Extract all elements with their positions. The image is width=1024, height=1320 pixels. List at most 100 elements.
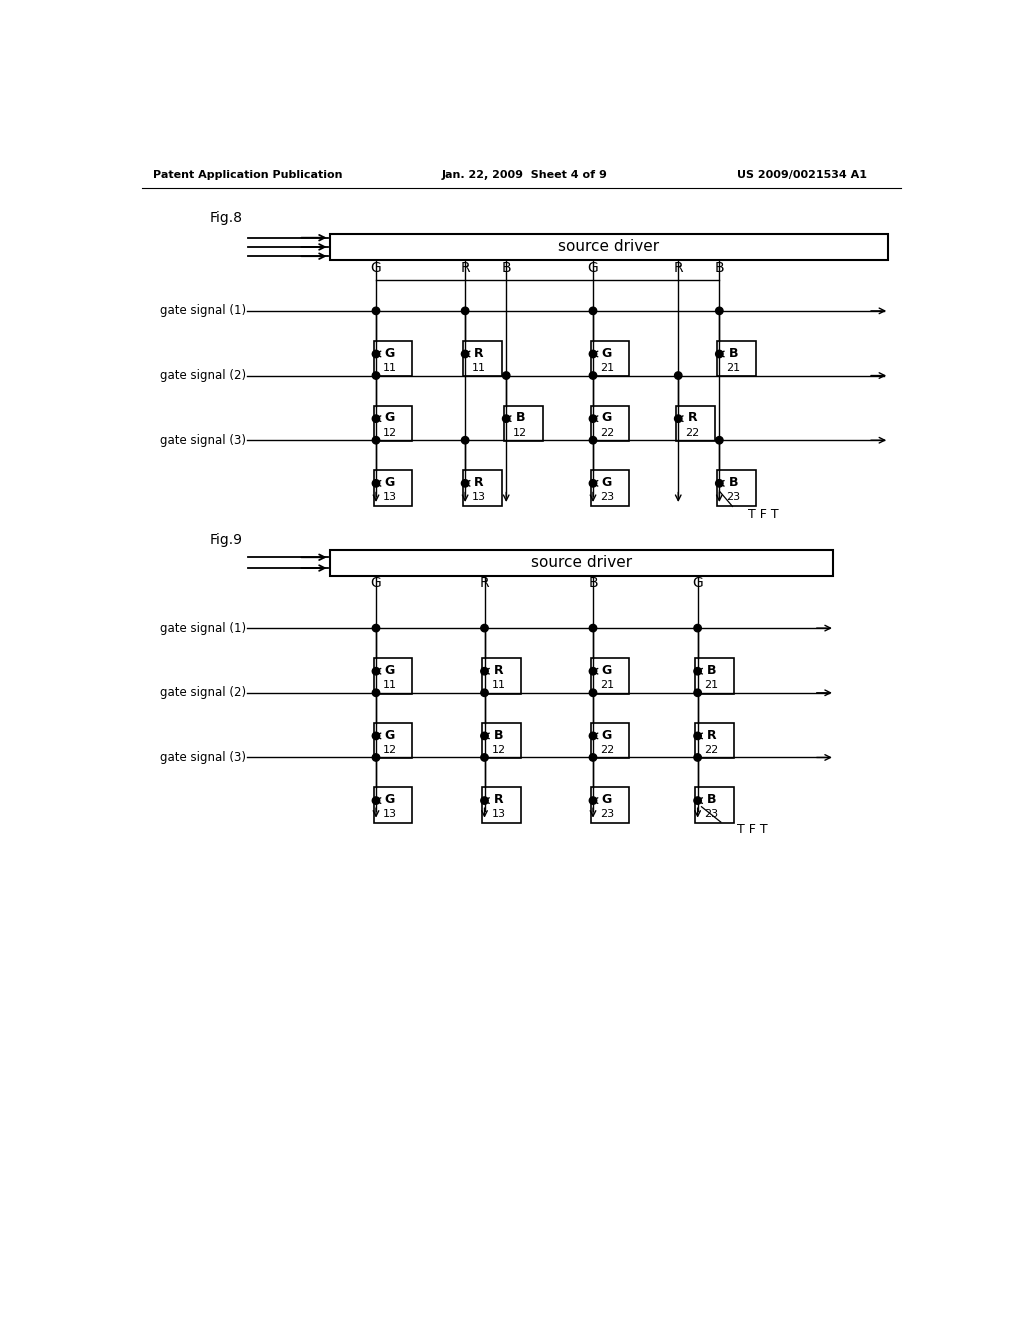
Circle shape [373, 668, 380, 675]
Circle shape [589, 797, 597, 804]
Circle shape [694, 797, 701, 804]
Text: 13: 13 [472, 492, 486, 502]
Text: B: B [707, 793, 717, 807]
Circle shape [462, 437, 469, 444]
Bar [374, 470, 413, 506]
Text: R: R [674, 261, 683, 275]
Circle shape [373, 624, 380, 632]
Circle shape [481, 733, 488, 739]
Circle shape [716, 437, 723, 444]
Text: B: B [715, 261, 724, 275]
Bar [482, 723, 521, 758]
Circle shape [373, 414, 380, 422]
Text: 12: 12 [492, 744, 506, 755]
Circle shape [716, 308, 723, 314]
Text: 13: 13 [383, 809, 397, 820]
Circle shape [462, 308, 469, 314]
Text: R: R [494, 793, 503, 807]
Text: B: B [515, 412, 525, 425]
Bar [374, 788, 413, 822]
Text: 21: 21 [705, 680, 719, 690]
Circle shape [481, 754, 488, 762]
Circle shape [589, 668, 597, 675]
Bar [504, 405, 543, 441]
Circle shape [589, 308, 597, 314]
Text: B: B [707, 664, 717, 677]
Text: T F T: T F T [736, 824, 767, 837]
Text: B: B [728, 347, 738, 360]
Bar [591, 788, 630, 822]
Text: 13: 13 [492, 809, 506, 820]
Circle shape [694, 733, 701, 739]
Circle shape [481, 668, 488, 675]
Text: R: R [479, 577, 489, 590]
Circle shape [589, 733, 597, 739]
Text: 23: 23 [600, 809, 614, 820]
Text: 21: 21 [600, 363, 614, 372]
Text: Jan. 22, 2009  Sheet 4 of 9: Jan. 22, 2009 Sheet 4 of 9 [442, 170, 607, 181]
Text: gate signal (1): gate signal (1) [160, 622, 246, 635]
Circle shape [716, 479, 723, 487]
Text: 11: 11 [383, 680, 397, 690]
Circle shape [589, 372, 597, 379]
Text: 22: 22 [600, 744, 614, 755]
Text: G: G [371, 261, 381, 275]
Circle shape [373, 689, 380, 697]
Text: 23: 23 [600, 492, 614, 502]
Text: G: G [385, 347, 395, 360]
Bar [695, 788, 734, 822]
Text: B: B [728, 477, 738, 490]
Circle shape [503, 372, 510, 379]
Bar [374, 405, 413, 441]
Text: B: B [588, 577, 598, 590]
Text: gate signal (3): gate signal (3) [160, 434, 246, 446]
Bar [591, 341, 630, 376]
Bar [463, 470, 502, 506]
Text: G: G [602, 664, 612, 677]
Text: 23: 23 [705, 809, 719, 820]
Circle shape [373, 437, 380, 444]
Text: G: G [588, 261, 598, 275]
Bar [482, 788, 521, 822]
Circle shape [462, 350, 469, 358]
Bar [591, 470, 630, 506]
Bar [695, 659, 734, 693]
Text: 13: 13 [383, 492, 397, 502]
Circle shape [589, 689, 597, 697]
Text: R: R [687, 412, 697, 425]
Circle shape [694, 668, 701, 675]
Circle shape [675, 372, 682, 379]
Text: 12: 12 [383, 744, 397, 755]
Text: gate signal (1): gate signal (1) [160, 305, 246, 317]
Text: source driver: source driver [530, 556, 632, 570]
Circle shape [589, 754, 597, 762]
Text: 11: 11 [472, 363, 486, 372]
Circle shape [694, 754, 701, 762]
Text: R: R [474, 477, 484, 490]
Circle shape [716, 350, 723, 358]
Text: B: B [494, 729, 503, 742]
Text: B: B [502, 261, 511, 275]
Bar [591, 723, 630, 758]
Text: source driver: source driver [558, 239, 659, 255]
Text: 22: 22 [685, 428, 699, 437]
Text: R: R [474, 347, 484, 360]
Circle shape [589, 624, 597, 632]
Circle shape [589, 414, 597, 422]
Bar [374, 341, 413, 376]
Circle shape [503, 414, 510, 422]
Bar [374, 659, 413, 693]
Circle shape [589, 437, 597, 444]
Circle shape [481, 797, 488, 804]
Bar [463, 341, 502, 376]
Text: Fig.8: Fig.8 [209, 211, 243, 226]
Text: gate signal (2): gate signal (2) [160, 686, 246, 700]
Text: G: G [385, 729, 395, 742]
Text: G: G [602, 729, 612, 742]
Circle shape [462, 479, 469, 487]
Circle shape [589, 479, 597, 487]
Bar [482, 659, 521, 693]
Text: G: G [602, 347, 612, 360]
Circle shape [373, 797, 380, 804]
Bar [695, 723, 734, 758]
